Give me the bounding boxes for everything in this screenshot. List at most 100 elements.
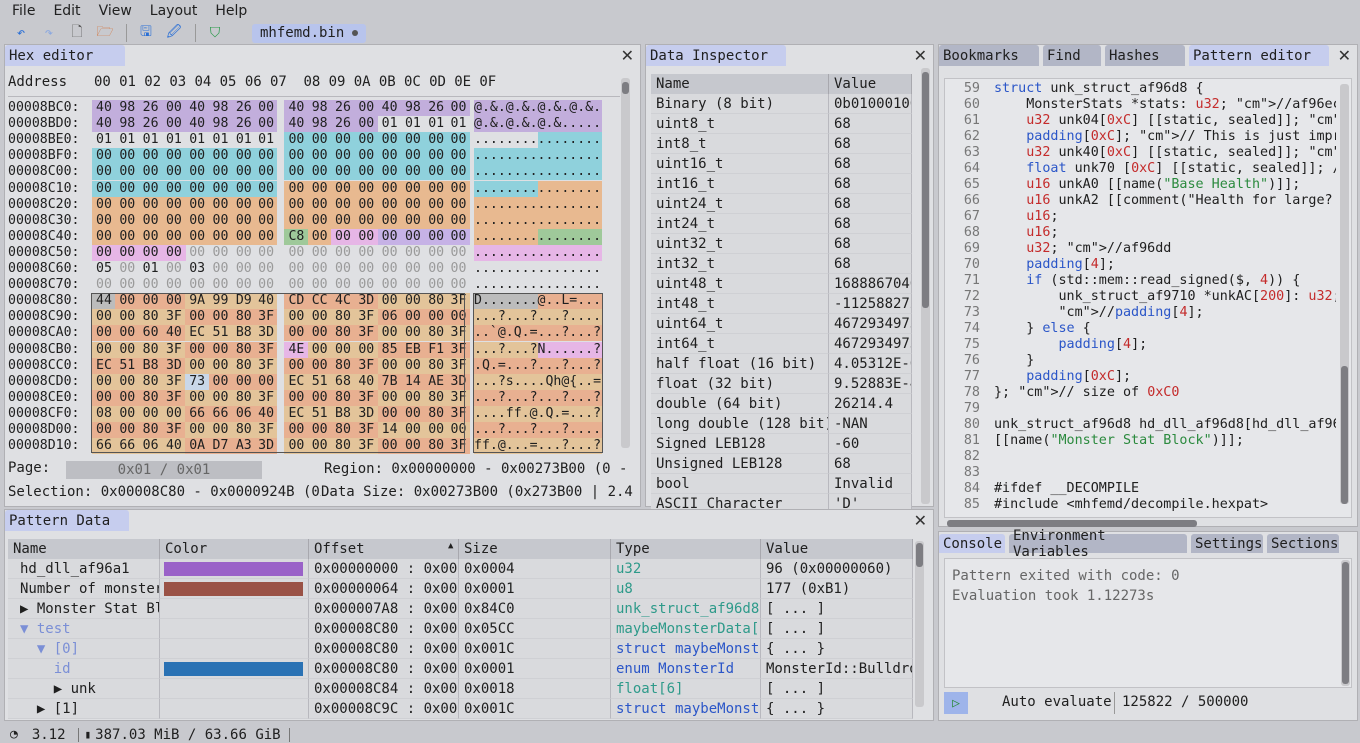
hex-byte[interactable]: 00 <box>311 244 328 260</box>
hex-byte[interactable]: 40 <box>161 438 186 455</box>
hex-byte[interactable]: 00 <box>161 164 186 181</box>
hex-byte[interactable]: 00 <box>358 277 375 293</box>
hex-byte[interactable]: 3F <box>354 357 379 374</box>
hex-byte[interactable]: 00 <box>404 261 421 276</box>
close-icon[interactable]: ✕ <box>620 46 634 65</box>
hex-byte[interactable]: 80 <box>231 389 256 406</box>
hex-byte[interactable]: 00 <box>185 341 210 358</box>
hex-byte[interactable]: 00 <box>377 148 402 165</box>
code-line[interactable]: 60 MonsterStats *stats: u32; "cm">//af96… <box>946 97 1336 113</box>
hex-byte[interactable]: 80 <box>231 341 256 358</box>
hex-byte[interactable]: 00 <box>307 438 332 455</box>
hex-byte[interactable]: 00 <box>354 196 379 213</box>
ascii-column[interactable]: ................ <box>474 132 602 149</box>
hex-byte[interactable]: 00 <box>208 357 233 374</box>
hex-byte[interactable]: 00 <box>354 148 379 165</box>
hex-byte[interactable]: 00 <box>358 261 375 276</box>
ascii-column[interactable]: ................ <box>474 164 602 181</box>
hex-byte[interactable]: 00 <box>377 228 402 245</box>
code-line[interactable]: 74 } else { <box>946 321 1336 337</box>
hex-byte[interactable]: 00 <box>208 309 233 326</box>
ascii-column[interactable]: ...?...?...?.... <box>474 309 602 326</box>
hex-byte[interactable]: F1 <box>424 341 449 358</box>
ascii-column[interactable]: ...?...?N......? <box>474 341 602 358</box>
save-as-icon[interactable]: 🖉 <box>166 24 182 40</box>
hex-byte[interactable]: 00 <box>377 405 402 422</box>
hex-byte[interactable]: 00 <box>307 422 332 438</box>
hex-byte[interactable]: 00 <box>258 261 275 276</box>
hex-byte[interactable]: 3D <box>354 405 379 422</box>
run-pattern-button[interactable]: ▷ <box>944 692 968 714</box>
pattern-row-name[interactable]: hd_dll_af96a1 <box>8 559 160 579</box>
code-line[interactable]: 62 padding[0xC]; "cm">// This is just im… <box>946 129 1336 145</box>
hex-byte[interactable]: 00 <box>161 180 186 197</box>
hex-byte[interactable]: CD <box>284 293 309 310</box>
hex-byte[interactable]: 00 <box>335 244 351 260</box>
hex-byte[interactable]: 00 <box>255 373 278 390</box>
code-line[interactable]: 84 #ifdef __DECOMPILE <box>946 481 1336 497</box>
hex-byte[interactable]: 00 <box>400 357 425 374</box>
hex-byte[interactable]: EC <box>284 405 309 422</box>
hex-byte[interactable]: 00 <box>208 212 233 229</box>
hex-byte[interactable]: B8 <box>231 325 256 342</box>
hex-byte[interactable]: 00 <box>115 196 140 213</box>
hex-byte[interactable]: 00 <box>185 148 210 165</box>
hex-byte[interactable]: 00 <box>335 261 351 276</box>
tab-find[interactable]: Find <box>1043 45 1101 66</box>
hex-byte[interactable]: 00 <box>400 293 425 310</box>
menu-edit[interactable]: Edit <box>53 3 81 19</box>
hex-scrollbar[interactable] <box>621 78 630 448</box>
hex-byte[interactable]: 06 <box>231 405 256 422</box>
hex-byte[interactable]: 00 <box>92 389 116 406</box>
hex-byte[interactable]: 00 <box>185 357 210 374</box>
tab-hashes[interactable]: Hashes <box>1105 45 1185 66</box>
hex-byte[interactable]: 00 <box>208 196 233 213</box>
ascii-column[interactable]: ................ <box>474 212 602 229</box>
hex-byte[interactable]: 00 <box>185 389 210 406</box>
hex-byte[interactable]: 3F <box>255 341 278 358</box>
hex-byte[interactable]: 00 <box>311 261 328 276</box>
hex-byte[interactable]: 00 <box>307 325 332 342</box>
inspector-row-value[interactable]: 68 <box>829 234 912 254</box>
code-vscrollbar[interactable] <box>1340 84 1349 504</box>
hex-byte[interactable]: 40 <box>92 116 116 133</box>
pattern-row-name[interactable]: ▶ Monster Stat Bl <box>8 599 160 619</box>
hex-byte[interactable]: 00 <box>115 244 140 261</box>
hex-byte[interactable]: 00 <box>424 196 449 213</box>
hex-byte[interactable]: 00 <box>307 389 332 406</box>
ascii-column[interactable]: ................ <box>474 244 602 261</box>
ascii-column[interactable]: @.&.@.&.@.&..... <box>474 116 602 133</box>
hex-byte[interactable]: 80 <box>331 422 355 438</box>
hex-byte[interactable]: 3D <box>255 325 278 342</box>
hex-byte[interactable]: 00 <box>354 132 379 149</box>
hex-byte[interactable]: 00 <box>447 164 470 181</box>
hex-byte[interactable]: 00 <box>331 196 355 213</box>
hex-byte[interactable]: 98 <box>208 116 233 133</box>
ascii-column[interactable]: ................ <box>474 180 602 197</box>
hex-byte[interactable]: 00 <box>115 293 140 310</box>
hex-byte[interactable]: 3F <box>354 438 379 455</box>
hex-byte[interactable]: 00 <box>377 164 402 181</box>
hex-byte[interactable]: 40 <box>284 116 309 133</box>
hex-byte[interactable]: 80 <box>138 422 163 438</box>
hex-byte[interactable]: 26 <box>424 100 449 116</box>
hex-byte[interactable]: 00 <box>92 228 116 245</box>
pattern-header-size[interactable]: Size <box>459 539 611 559</box>
code-line[interactable]: 75 padding[4]; <box>946 337 1336 353</box>
code-line[interactable]: 85 #include <mhfemd/decompile.hexpat> <box>946 497 1336 513</box>
hex-byte[interactable]: 00 <box>255 116 278 133</box>
hex-byte[interactable]: 40 <box>161 325 186 342</box>
tab-environment-variables[interactable]: Environment Variables <box>1009 528 1187 560</box>
hex-byte[interactable]: A3 <box>231 438 256 455</box>
hex-byte[interactable]: 00 <box>424 422 449 438</box>
code-line[interactable]: 76 } <box>946 353 1336 369</box>
hex-byte[interactable]: 00 <box>288 244 305 260</box>
hex-byte[interactable]: 00 <box>231 164 256 181</box>
hex-byte[interactable]: 03 <box>189 261 206 276</box>
pattern-row-name[interactable]: ▼ [0] <box>8 639 160 659</box>
hex-byte[interactable]: 51 <box>115 357 140 374</box>
hex-byte[interactable]: 00 <box>92 244 116 261</box>
hex-byte[interactable]: 01 <box>165 132 182 148</box>
hex-byte[interactable]: 3F <box>255 389 278 406</box>
hex-byte[interactable]: 00 <box>185 180 210 197</box>
